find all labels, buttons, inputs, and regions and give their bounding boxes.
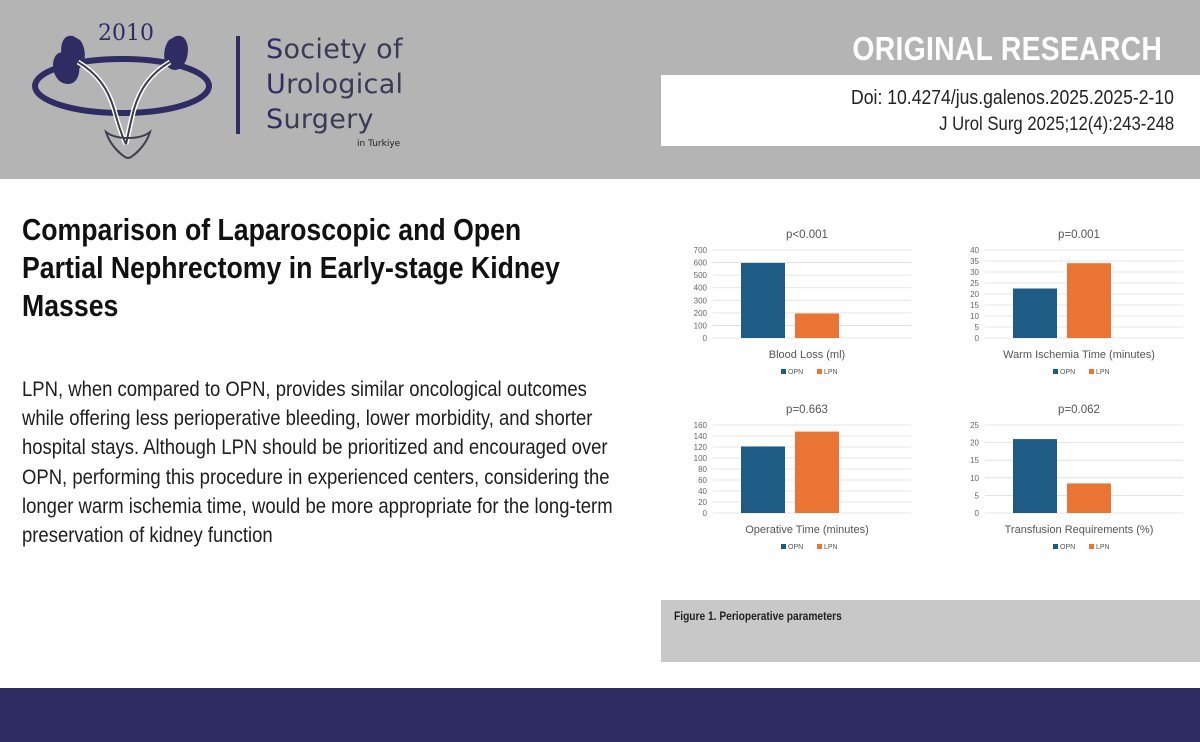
section-label: ORIGINAL RESEARCH bbox=[852, 30, 1162, 67]
y-tick-label: 40 bbox=[698, 487, 707, 496]
y-tick-label: 35 bbox=[970, 257, 979, 266]
y-tick-label: 400 bbox=[694, 284, 708, 293]
y-tick-label: 100 bbox=[694, 454, 708, 463]
bar-opn bbox=[741, 446, 785, 513]
legend-label: OPN bbox=[1060, 544, 1075, 551]
abstract-line: preservation of kidney function bbox=[22, 524, 273, 548]
figure-caption-box: Figure 1. Perioperative parameters bbox=[661, 600, 1200, 662]
y-tick-label: 10 bbox=[970, 312, 979, 321]
y-tick-label: 30 bbox=[970, 268, 979, 277]
bar-lpn bbox=[795, 313, 839, 338]
bar-opn bbox=[741, 262, 785, 338]
legend-swatch bbox=[1053, 544, 1058, 549]
abstract-line: LPN, when compared to OPN, provides simi… bbox=[22, 378, 587, 401]
y-tick-label: 25 bbox=[970, 421, 979, 430]
legend-label: OPN bbox=[1060, 369, 1075, 376]
bar-lpn bbox=[1067, 483, 1111, 513]
legend-swatch bbox=[781, 369, 786, 374]
journal-citation: J Urol Surg 2025;12(4):243-248 bbox=[938, 114, 1174, 135]
x-axis-label: Blood Loss (ml) bbox=[769, 349, 845, 361]
article-title: Comparison of Laparoscopic and Open Part… bbox=[22, 211, 560, 325]
legend-label: OPN bbox=[788, 369, 803, 376]
legend-swatch bbox=[1089, 369, 1094, 374]
society-name-line-3: Surgery bbox=[266, 104, 374, 135]
doi-text[interactable]: Doi: 10.4274/jus.galenos.2025.2025-2-10 bbox=[851, 87, 1174, 109]
y-tick-label: 0 bbox=[975, 334, 980, 343]
legend-label: LPN bbox=[824, 544, 838, 551]
title-line: Comparison of Laparoscopic and Open bbox=[22, 212, 522, 247]
header: 2010 Society of Urological Surgery in Tu… bbox=[0, 0, 1200, 179]
y-tick-label: 5 bbox=[975, 491, 980, 500]
legend-swatch bbox=[817, 544, 822, 549]
y-tick-label: 20 bbox=[970, 439, 979, 448]
legend-label: LPN bbox=[824, 369, 838, 376]
title-line: Masses bbox=[22, 288, 119, 323]
y-tick-label: 20 bbox=[698, 498, 707, 507]
y-tick-label: 600 bbox=[694, 259, 708, 268]
chart-title: p=0.062 bbox=[1058, 404, 1100, 416]
legend-swatch bbox=[1053, 369, 1058, 374]
abstract-line: while offering less perioperative bleedi… bbox=[22, 407, 593, 431]
y-tick-label: 200 bbox=[694, 309, 708, 318]
bar-opn bbox=[1013, 439, 1057, 513]
chart-title: p=0.663 bbox=[786, 404, 828, 416]
legend-label: OPN bbox=[788, 544, 803, 551]
y-tick-label: 700 bbox=[694, 246, 708, 255]
y-tick-label: 0 bbox=[975, 509, 980, 518]
legend-label: LPN bbox=[1096, 544, 1110, 551]
y-tick-label: 500 bbox=[694, 271, 708, 280]
society-name-line-1: Society of bbox=[266, 34, 403, 65]
legend-label: LPN bbox=[1096, 369, 1110, 376]
abstract-line: OPN, performing this procedure in experi… bbox=[22, 465, 610, 489]
x-axis-label: Transfusion Requirements (%) bbox=[1005, 524, 1154, 536]
title-line: Partial Nephrectomy in Early-stage Kidne… bbox=[22, 250, 560, 285]
right-kidney-icon bbox=[164, 35, 188, 70]
bar-opn bbox=[1013, 288, 1057, 338]
society-suffix: in Turkiye bbox=[357, 139, 401, 149]
y-tick-label: 10 bbox=[970, 474, 979, 483]
y-tick-label: 120 bbox=[694, 443, 708, 452]
y-tick-label: 80 bbox=[698, 465, 707, 474]
abstract: LPN, when compared to OPN, provides simi… bbox=[22, 375, 638, 550]
y-tick-label: 0 bbox=[703, 509, 708, 518]
bar-lpn bbox=[1067, 263, 1111, 338]
y-tick-label: 0 bbox=[703, 334, 708, 343]
y-tick-label: 20 bbox=[970, 290, 979, 299]
bar-lpn bbox=[795, 431, 839, 513]
citation-box: Doi: 10.4274/jus.galenos.2025.2025-2-10 … bbox=[661, 75, 1200, 146]
figure-caption: Figure 1. Perioperative parameters bbox=[674, 609, 842, 623]
y-tick-label: 15 bbox=[970, 301, 979, 310]
abstract-line: longer warm ischemia time, would be more… bbox=[22, 494, 613, 518]
legend-swatch bbox=[1089, 544, 1094, 549]
y-tick-label: 25 bbox=[970, 279, 979, 288]
logo-divider bbox=[236, 36, 240, 134]
y-tick-label: 60 bbox=[698, 476, 707, 485]
chart-title: p=0.001 bbox=[1058, 229, 1100, 241]
abstract-line: hospital stays. Although LPN should be p… bbox=[22, 436, 608, 460]
y-tick-label: 160 bbox=[694, 421, 708, 430]
x-axis-label: Operative Time (minutes) bbox=[745, 524, 868, 536]
society-name-line-2: Urological bbox=[266, 69, 404, 100]
y-tick-label: 300 bbox=[694, 296, 708, 305]
svg-text:2010: 2010 bbox=[98, 21, 154, 46]
y-tick-label: 40 bbox=[970, 246, 979, 255]
legend-swatch bbox=[781, 544, 786, 549]
y-tick-label: 5 bbox=[975, 323, 980, 332]
legend-swatch bbox=[817, 369, 822, 374]
chart-title: p<0.001 bbox=[786, 229, 828, 241]
y-tick-label: 100 bbox=[694, 321, 708, 330]
society-logo: 2010 bbox=[32, 21, 212, 160]
figure-panel: p<0.001 0 100 200 300 400 500 600 700 Blood Loss … bbox=[661, 218, 1200, 598]
footer-band bbox=[0, 688, 1200, 742]
x-axis-label: Warm Ischemia Time (minutes) bbox=[1003, 349, 1155, 361]
y-tick-label: 15 bbox=[970, 456, 979, 465]
y-tick-label: 140 bbox=[694, 432, 708, 441]
